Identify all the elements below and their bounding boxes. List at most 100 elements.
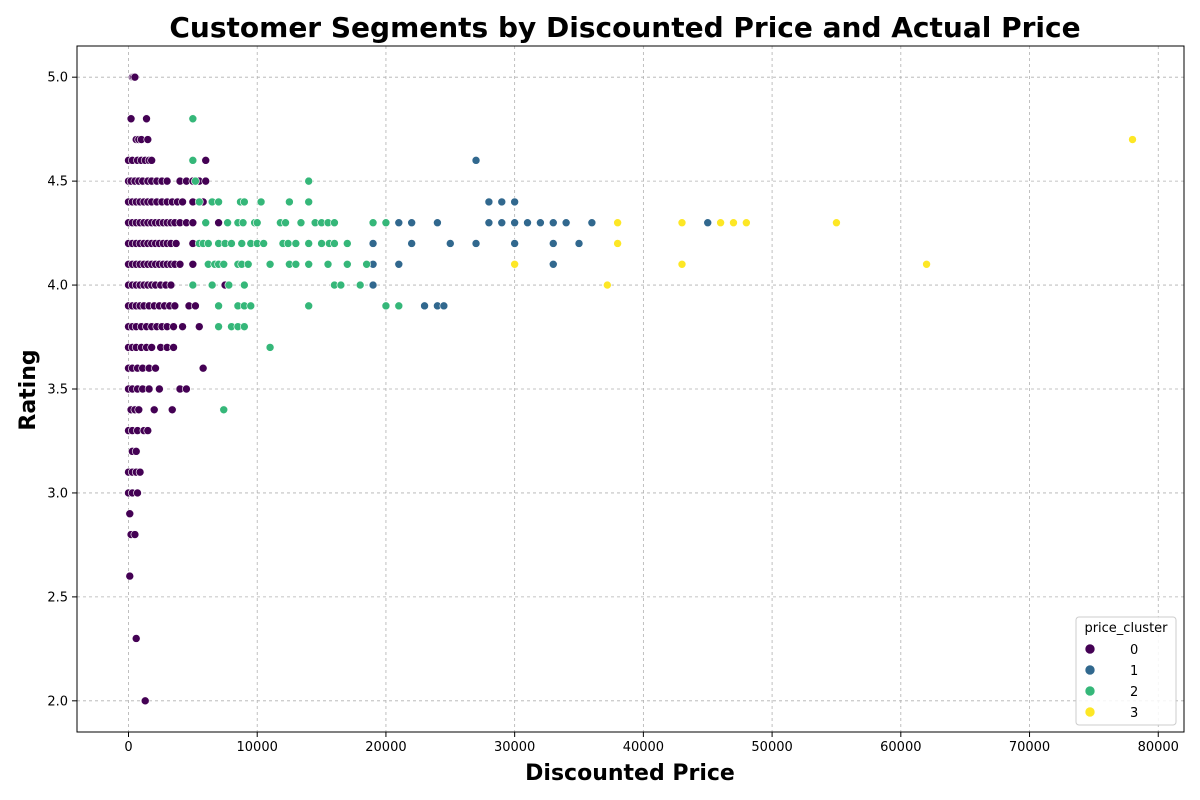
point-cluster-2	[304, 197, 314, 207]
point-cluster-1	[510, 239, 519, 248]
legend-marker	[1084, 664, 1096, 676]
point-cluster-0	[131, 634, 141, 643]
point-cluster-1	[497, 218, 507, 227]
point-cluster-2	[188, 156, 198, 165]
y-tick-label: 3.0	[47, 486, 68, 501]
point-cluster-2	[362, 259, 371, 269]
point-cluster-2	[323, 259, 333, 269]
point-cluster-0	[194, 322, 204, 331]
point-cluster-0	[125, 509, 135, 519]
data-points	[124, 72, 1137, 706]
point-cluster-1	[548, 259, 558, 269]
y-axis-ticks: 2.0 2.5 3.0 3.5 4.0 4.5 5.0	[47, 71, 77, 709]
point-cluster-2	[214, 301, 223, 311]
point-cluster-0	[126, 114, 136, 124]
point-cluster-3	[677, 218, 687, 227]
point-cluster-2	[265, 259, 275, 269]
point-cluster-0	[178, 322, 187, 331]
point-cluster-1	[433, 218, 442, 227]
point-cluster-0	[149, 405, 159, 415]
point-cluster-1	[471, 239, 481, 248]
legend: price_cluster 0 1 2 3	[1075, 616, 1177, 726]
point-cluster-0	[130, 530, 140, 539]
point-cluster-0	[125, 571, 135, 581]
point-cluster-2	[265, 343, 275, 352]
point-cluster-0	[142, 114, 151, 124]
point-cluster-2	[317, 239, 326, 248]
x-axis-label: Discounted Price	[525, 761, 735, 786]
x-tick-label: 40000	[623, 740, 664, 755]
point-cluster-2	[394, 301, 404, 311]
x-tick-label: 70000	[1009, 740, 1050, 755]
point-cluster-2	[204, 239, 213, 248]
point-cluster-2	[214, 197, 223, 207]
point-cluster-0	[147, 156, 156, 165]
point-cluster-1	[407, 218, 416, 227]
point-cluster-1	[548, 218, 558, 227]
point-cluster-0	[171, 239, 181, 248]
point-cluster-2	[240, 322, 249, 331]
x-tick-label: 20000	[365, 740, 406, 755]
y-tick-label: 4.0	[47, 279, 68, 294]
point-cluster-2	[219, 405, 229, 415]
point-cluster-0	[214, 218, 223, 227]
point-cluster-1	[703, 218, 713, 227]
point-cluster-0	[130, 72, 140, 82]
x-tick-label: 80000	[1138, 740, 1179, 755]
x-axis-ticks: 0 10000 20000 30000 40000 50000 60000 70000 8000…	[124, 732, 1179, 755]
point-cluster-1	[536, 218, 545, 227]
legend-marker	[1084, 685, 1096, 697]
point-cluster-2	[240, 280, 249, 290]
x-tick-label: 60000	[880, 740, 921, 755]
y-tick-label: 5.0	[47, 71, 68, 86]
point-cluster-1	[484, 218, 494, 227]
point-cluster-2	[355, 280, 365, 290]
point-cluster-1	[497, 197, 507, 207]
x-tick-label: 50000	[751, 740, 792, 755]
point-cluster-0	[201, 156, 211, 165]
point-cluster-2	[304, 239, 314, 248]
point-cluster-1	[439, 301, 449, 311]
point-cluster-1	[445, 239, 455, 248]
point-cluster-2	[283, 239, 293, 248]
point-cluster-0	[143, 135, 153, 144]
point-cluster-2	[259, 239, 268, 248]
legend-label: 0	[1130, 643, 1138, 658]
legend-label: 3	[1130, 706, 1138, 721]
point-cluster-0	[140, 696, 150, 706]
y-tick-label: 4.5	[47, 175, 68, 190]
point-cluster-0	[167, 405, 177, 415]
point-cluster-2	[291, 259, 301, 269]
point-cluster-0	[191, 301, 200, 311]
point-cluster-0	[178, 197, 187, 207]
point-cluster-3	[613, 218, 622, 227]
point-cluster-0	[155, 384, 164, 394]
point-cluster-3	[729, 218, 738, 227]
y-tick-label: 2.0	[47, 694, 68, 709]
point-cluster-1	[523, 218, 532, 227]
point-cluster-0	[175, 259, 185, 269]
point-cluster-2	[238, 218, 248, 227]
point-cluster-2	[304, 301, 314, 311]
point-cluster-0	[143, 426, 153, 435]
point-cluster-3	[677, 259, 687, 269]
point-cluster-2	[240, 197, 249, 207]
point-cluster-3	[922, 259, 931, 269]
point-cluster-0	[134, 405, 144, 415]
point-cluster-2	[252, 218, 262, 227]
point-cluster-1	[407, 239, 416, 248]
point-cluster-1	[574, 239, 584, 248]
point-cluster-1	[368, 280, 378, 290]
point-cluster-0	[131, 447, 141, 456]
point-cluster-1	[394, 218, 404, 227]
point-cluster-2	[188, 114, 198, 124]
point-cluster-2	[343, 259, 352, 269]
point-cluster-0	[182, 384, 191, 394]
point-cluster-3	[832, 218, 841, 227]
point-cluster-2	[330, 218, 339, 227]
point-cluster-2	[194, 197, 204, 207]
point-cluster-0	[133, 488, 142, 498]
point-cluster-1	[510, 218, 519, 227]
